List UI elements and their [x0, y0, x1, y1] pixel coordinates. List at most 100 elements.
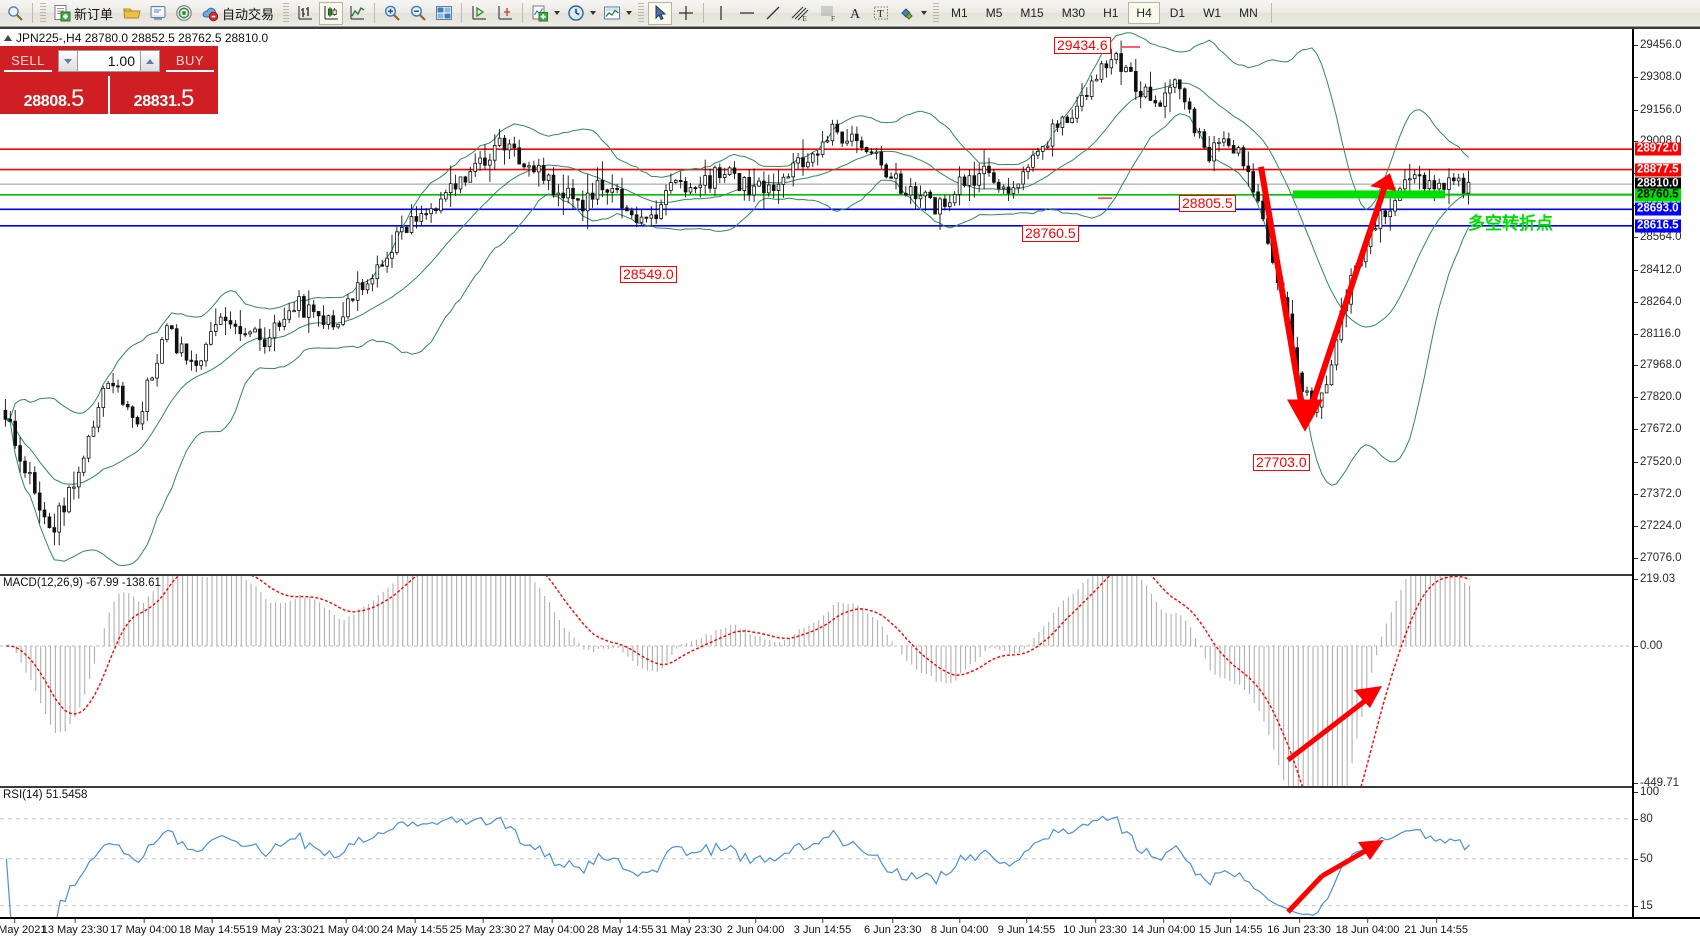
crosshair-icon[interactable]: [674, 2, 698, 25]
chinese-annotation-note[interactable]: 多空转折点: [1468, 214, 1553, 234]
timeframe-m1[interactable]: M1: [951, 6, 968, 20]
timeframe-m5[interactable]: M5: [985, 6, 1003, 20]
collapse-triangle-icon[interactable]: [4, 35, 12, 41]
rsi-pane[interactable]: RSI(14) 51.5458: [0, 788, 1632, 919]
sell-price[interactable]: 28808. 5: [0, 76, 110, 114]
timeframe-d1[interactable]: D1: [1169, 6, 1186, 20]
time-tick: 2 Jun 04:00: [726, 919, 785, 936]
price-label-29434[interactable]: 29434.6: [1054, 37, 1111, 54]
pane-divider-1[interactable]: [0, 574, 1700, 576]
svg-text:F: F: [831, 15, 835, 22]
fibonacci-icon[interactable]: F: [815, 2, 841, 25]
price-label-28805[interactable]: 28805.5: [1179, 195, 1236, 212]
folder-icon[interactable]: [120, 2, 144, 25]
trendline-icon[interactable]: [761, 2, 785, 25]
auto-trading-button[interactable]: 自动交易: [198, 2, 279, 25]
search-icon[interactable]: [3, 2, 27, 25]
macd-pane[interactable]: MACD(12,26,9) -67.99 -138.61: [0, 576, 1632, 786]
time-tick: 19 May 23:30: [245, 919, 313, 936]
toolbar-grip[interactable]: [40, 3, 46, 23]
timeframe-h4[interactable]: H4: [1128, 2, 1160, 24]
toolbar-grip-2[interactable]: [283, 3, 290, 23]
macd-canvas: [0, 576, 1632, 786]
auto-scroll-icon[interactable]: [467, 2, 491, 25]
price-label-27703[interactable]: 27703.0: [1253, 454, 1310, 471]
zoom-out-icon[interactable]: [406, 2, 430, 25]
toolbar-separator-3: [461, 3, 463, 23]
rsi-tick: 15: [1634, 900, 1653, 912]
one-click-trading-panel[interactable]: SELL 1.00 BUY 28808. 5 28831. 5: [0, 46, 218, 114]
timeframe-mn[interactable]: MN: [1239, 6, 1258, 20]
toolbar-separator-2: [374, 3, 376, 23]
cursor-icon[interactable]: [648, 1, 673, 25]
chart-symbol-header: JPN225-,H4 28780.0 28852.5 28762.5 28810…: [4, 31, 268, 45]
line-chart-icon[interactable]: [345, 2, 369, 25]
timeframe-m15[interactable]: M15: [1020, 6, 1044, 20]
chart-window[interactable]: JPN225-,H4 28780.0 28852.5 28762.5 28810…: [0, 27, 1700, 945]
indicators-dropdown-caret[interactable]: [554, 11, 561, 15]
volume-input[interactable]: 1.00: [78, 50, 140, 72]
price-tick: 29456.0: [1634, 39, 1682, 51]
timeframe-h1[interactable]: H1: [1103, 6, 1119, 20]
price-axis-chip[interactable]: 28693.0: [1635, 202, 1681, 216]
price-axis-chip[interactable]: 28616.5: [1635, 219, 1681, 233]
toolbar-grip-3[interactable]: [638, 3, 645, 23]
price-tick: 27520.0: [1634, 456, 1682, 468]
toolbar-separator: [32, 3, 33, 23]
pane-divider-2[interactable]: [0, 786, 1700, 788]
timeframe-m30[interactable]: M30: [1061, 6, 1086, 20]
price-axis-chip[interactable]: 28972.0: [1635, 142, 1681, 156]
volume-increase-button[interactable]: [140, 50, 160, 72]
bar-chart-icon[interactable]: [293, 2, 317, 25]
price-scale[interactable]: 29456.029308.029156.029008.028860.028712…: [1632, 29, 1700, 919]
buy-button[interactable]: BUY: [166, 50, 214, 72]
templates-icon[interactable]: [600, 2, 624, 25]
price-axis-chip[interactable]: 28760.5: [1635, 188, 1681, 202]
time-tick: 14 Jun 04:00: [1131, 919, 1196, 936]
price-pane[interactable]: 29434.6 28805.5 28760.5 28549.0 27703.0 …: [0, 29, 1632, 574]
time-tick: 18 Jun 04:00: [1335, 919, 1400, 936]
buy-price[interactable]: 28831. 5: [110, 76, 218, 114]
price-tick: 28116.0: [1634, 328, 1681, 340]
rsi-tick: 100: [1634, 786, 1659, 798]
time-tick: 3 Jun 14:55: [793, 919, 852, 936]
price-axis-chip[interactable]: 28810.0: [1635, 177, 1681, 191]
sell-button[interactable]: SELL: [4, 50, 52, 72]
price-label-28549[interactable]: 28549.0: [620, 266, 677, 283]
vertical-line-icon[interactable]: [709, 2, 733, 25]
period-dropdown-caret[interactable]: [590, 11, 597, 15]
text-box-icon[interactable]: T: [869, 2, 893, 25]
svg-text:T: T: [877, 8, 884, 20]
price-tick: 29156.0: [1634, 104, 1682, 116]
timeframe-w1[interactable]: W1: [1203, 6, 1222, 20]
equidistant-channel-icon[interactable]: E: [787, 2, 813, 25]
macd-tick: 0.00: [1634, 640, 1662, 652]
volume-stepper[interactable]: 1.00: [58, 50, 160, 72]
period-clock-icon[interactable]: [564, 2, 588, 25]
macd-tick: -449.71: [1634, 777, 1679, 789]
shapes-dropdown-caret[interactable]: [921, 11, 928, 15]
price-tick: 27224.0: [1634, 520, 1682, 532]
time-tick: 9 Jun 14:55: [997, 919, 1056, 936]
indicators-icon[interactable]: [528, 2, 552, 25]
price-label-28760[interactable]: 28760.5: [1022, 225, 1079, 242]
volume-decrease-button[interactable]: [58, 50, 78, 72]
new-order-button[interactable]: 新订单: [50, 2, 118, 25]
terminal-icon[interactable]: [146, 2, 170, 25]
horizontal-line-icon[interactable]: [735, 2, 759, 25]
price-axis-chip[interactable]: 28877.5: [1635, 163, 1681, 177]
signal-icon[interactable]: [172, 2, 196, 25]
zoom-in-icon[interactable]: [380, 2, 404, 25]
toolbar-grip-4[interactable]: [933, 3, 940, 23]
templates-dropdown-caret[interactable]: [626, 11, 633, 15]
text-label-icon[interactable]: A: [843, 2, 867, 25]
oct-price-row: 28808. 5 28831. 5: [0, 76, 218, 114]
shapes-icon[interactable]: [895, 2, 919, 25]
candlestick-chart-icon[interactable]: [319, 1, 344, 25]
time-tick: 31 May 23:30: [655, 919, 723, 936]
oct-top-row: SELL 1.00 BUY: [0, 46, 218, 76]
rsi-canvas: [0, 815, 1632, 919]
chart-windows-icon[interactable]: [432, 2, 456, 25]
chart-shift-icon[interactable]: [493, 2, 517, 25]
